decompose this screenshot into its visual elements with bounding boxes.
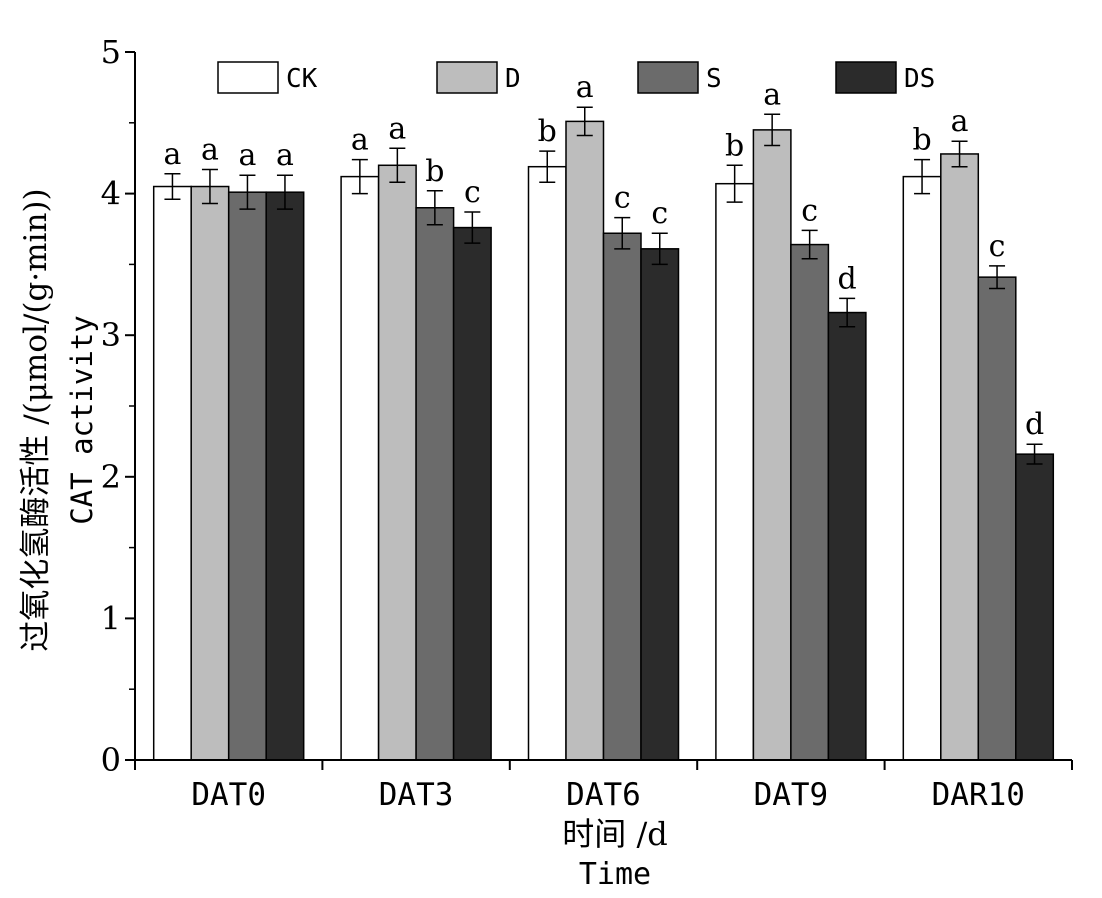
bar [190,185,230,761]
bar [227,191,267,761]
x-tick-group: DAT0 DAT3 DAT6 DAT9 DAR10 [134,760,1073,813]
significance-letter: b [725,128,744,163]
bar [977,276,1017,761]
legend: CK D S DS [217,61,935,94]
y-tick-label: 3 [101,316,121,354]
bar [752,129,792,761]
significance-letter: a [351,123,369,158]
bar [152,185,192,761]
significance-letter: a [951,104,969,139]
y-tick-label: 5 [101,33,121,71]
significance-letter: c [989,229,1006,264]
x-tick-label: DAT0 [191,777,266,813]
x-tick-label: DAT6 [566,777,641,813]
y-tick-label: 1 [101,599,121,637]
significance-letter: a [239,138,257,173]
y-axis-label: 过氧化氢酶活性 /(μmol/(g·min)) [18,188,54,651]
significance-letter: c [464,175,481,210]
bar [602,232,642,761]
bar [827,311,867,761]
x-tick-label: DAT3 [379,777,454,813]
legend-swatch [217,61,279,94]
y-tick-label: 0 [101,741,121,779]
significance-letter: a [201,133,219,168]
y-axis-label-en: CAT activity [65,315,99,525]
bar [452,226,492,761]
legend-label: DS [904,64,935,94]
significance-letter: a [276,138,294,173]
legend-label: CK [286,64,318,94]
significance-letter: d [838,261,857,296]
significance-letter: c [614,181,631,216]
significance-letter: a [164,137,182,172]
bar [640,248,680,761]
x-axis-label: 时间 /d [562,815,667,853]
bar [902,175,942,761]
bar [790,243,830,761]
bar [265,191,305,761]
legend-swatch [835,61,897,94]
bar [415,207,455,761]
legend-swatch [436,61,498,94]
y-tick-label: 4 [101,175,121,213]
significance-letter: a [388,111,406,146]
bar [377,164,417,761]
significance-letter: b [912,123,931,158]
bar [715,182,755,761]
y-tick-label: 2 [101,458,121,496]
x-axis-label-en: Time [579,857,651,892]
significance-letter: b [425,154,444,189]
bar [340,175,380,761]
significance-letter: a [576,70,594,105]
bar [527,165,567,761]
significance-letter: c [651,196,668,231]
bar-group [152,120,1055,761]
x-tick-label: DAR10 [932,777,1025,813]
significance-letter: d [1025,407,1044,442]
significance-letter: b [538,114,557,149]
significance-letter: c [801,193,818,228]
bar [940,153,980,761]
legend-label: S [706,64,722,94]
y-tick-group: 0 1 2 3 4 5 [101,33,135,779]
legend-label: D [505,64,521,94]
bar [1015,453,1055,761]
bar [565,120,605,761]
legend-swatch [637,61,699,94]
error-bar-group [164,106,1043,465]
x-tick-label: DAT9 [754,777,829,813]
significance-letter: a [763,77,781,112]
